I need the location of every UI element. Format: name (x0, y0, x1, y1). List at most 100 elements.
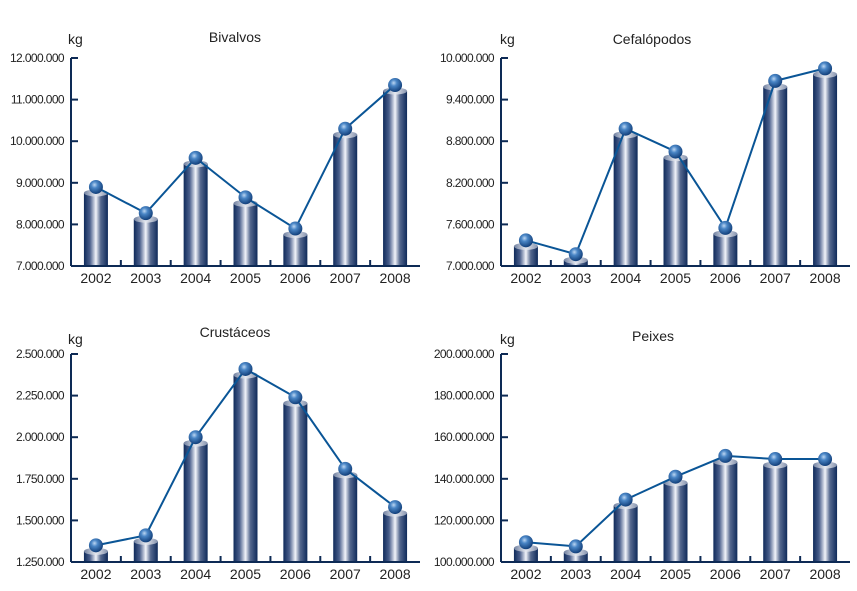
bar-body (83, 551, 108, 561)
x-tick-label: 2004 (610, 270, 641, 286)
bar-body (713, 461, 738, 561)
data-point-marker (718, 448, 733, 463)
chart-title: Peixes (632, 328, 674, 344)
y-tick-label: 8.800.000 (446, 134, 495, 148)
data-point-marker (618, 121, 633, 136)
y-tick-label: 200.000.000 (434, 347, 495, 361)
bar (613, 502, 638, 561)
data-point-marker (568, 247, 583, 262)
x-tick-label: 2002 (80, 270, 111, 286)
y-tick-label: 12.000.000 (10, 51, 65, 65)
bar (813, 70, 838, 266)
x-tick-label: 2007 (330, 270, 361, 286)
chart-peixes: Peixes kg 100.000.000 120.000.000 140.000.00… (434, 328, 850, 582)
bar (333, 131, 358, 265)
y-tick-label: 180.000.000 (434, 389, 495, 403)
chart-cefalopodos: Cefalópodos kg 7.000.000 7.600.000 8.200.000… (440, 31, 850, 286)
data-point-marker (238, 361, 253, 376)
bar (813, 461, 838, 561)
y-axis-unit-label: kg (68, 31, 83, 47)
x-tick-label: 2005 (660, 270, 691, 286)
x-tick-label: 2003 (560, 270, 591, 286)
x-tick-label: 2007 (760, 566, 791, 582)
y-tick-label: 2.000.000 (16, 430, 65, 444)
bar (233, 371, 258, 561)
chart-title: Cefalópodos (613, 31, 692, 47)
y-tick-label: 9.000.000 (16, 176, 65, 190)
bar (283, 231, 308, 265)
x-tick-label: 2007 (330, 566, 361, 582)
data-point-marker (668, 469, 683, 484)
bar (283, 399, 308, 561)
bar (713, 458, 738, 561)
x-tick-label: 2005 (230, 566, 261, 582)
x-tick-label: 2006 (280, 566, 311, 582)
bar-body (283, 234, 308, 265)
x-tick-label: 2002 (510, 270, 541, 286)
data-point-marker (668, 144, 683, 159)
data-point-marker (518, 535, 533, 550)
data-point-marker (768, 73, 783, 88)
x-tick-label: 2007 (760, 270, 791, 286)
bar-body (763, 465, 788, 561)
chart-bivalvos: Bivalvos kg 7.000.000 8.000.000 9.000.000 10.… (10, 29, 420, 286)
bar (613, 131, 638, 265)
y-axis-unit-label: kg (500, 31, 515, 47)
data-point-marker (338, 461, 353, 476)
y-tick-label: 7.000.000 (446, 259, 495, 273)
y-tick-label: 1.750.000 (16, 472, 65, 486)
y-tick-label: 7.000.000 (16, 259, 65, 273)
x-tick-label: 2005 (230, 270, 261, 286)
data-point-marker (388, 500, 403, 515)
x-tick-label: 2006 (710, 566, 741, 582)
bar-body (333, 474, 358, 561)
bar (383, 509, 408, 561)
bar (663, 154, 688, 265)
chart-title: Crustáceos (200, 324, 271, 340)
bar (233, 199, 258, 265)
bar-body (613, 134, 638, 265)
data-point-marker (88, 538, 103, 553)
y-tick-label: 160.000.000 (434, 430, 495, 444)
y-tick-label: 120.000.000 (434, 513, 495, 527)
bar-body (233, 374, 258, 561)
data-point-marker (288, 390, 303, 405)
y-tick-label: 2.250.000 (16, 389, 65, 403)
y-tick-label: 140.000.000 (434, 472, 495, 486)
data-point-marker (138, 528, 153, 543)
bar-body (563, 552, 588, 561)
y-tick-label: 1.250.000 (16, 555, 65, 569)
bar (83, 189, 108, 265)
y-tick-label: 9.400.000 (446, 93, 495, 107)
x-tick-label: 2008 (379, 270, 410, 286)
data-point-marker (88, 179, 103, 194)
bar-body (513, 246, 538, 265)
bar (763, 83, 788, 265)
bar (663, 479, 688, 561)
data-point-marker (388, 78, 403, 93)
y-tick-label: 8.200.000 (446, 176, 495, 190)
bar-body (133, 541, 158, 561)
y-tick-label: 100.000.000 (434, 555, 495, 569)
bar (133, 215, 158, 265)
bar-body (813, 465, 838, 561)
data-point-marker (238, 190, 253, 205)
y-tick-label: 10.000.000 (440, 51, 495, 65)
bar (383, 87, 408, 265)
x-tick-label: 2002 (510, 566, 541, 582)
x-tick-label: 2008 (809, 270, 840, 286)
y-tick-label: 2.500.000 (16, 347, 65, 361)
data-point-marker (818, 452, 833, 467)
data-point-marker (288, 221, 303, 236)
x-tick-label: 2005 (660, 566, 691, 582)
x-tick-label: 2003 (130, 566, 161, 582)
data-point-marker (718, 220, 733, 235)
x-tick-label: 2006 (710, 270, 741, 286)
chart-title: Bivalvos (209, 29, 261, 45)
data-point-marker (138, 206, 153, 221)
bar-body (183, 443, 208, 561)
y-axis-unit-label: kg (68, 331, 83, 347)
x-tick-label: 2004 (180, 270, 211, 286)
x-tick-label: 2002 (80, 566, 111, 582)
